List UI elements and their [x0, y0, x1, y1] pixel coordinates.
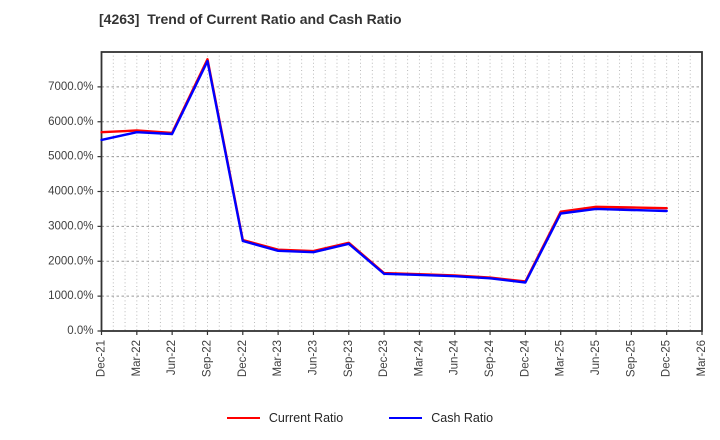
svg-text:Dec-21: Dec-21 [96, 340, 108, 377]
svg-text:1000.0%: 1000.0% [48, 290, 93, 302]
svg-text:Jun-23: Jun-23 [307, 340, 319, 375]
svg-text:Dec-24: Dec-24 [519, 339, 531, 377]
legend-label-cash-ratio: Cash Ratio [431, 411, 494, 425]
svg-text:Jun-22: Jun-22 [166, 340, 178, 375]
chart-title: [4263] Trend of Current Ratio and Cash R… [99, 11, 402, 27]
svg-text:Dec-25: Dec-25 [661, 340, 673, 377]
svg-text:Dec-23: Dec-23 [378, 340, 390, 377]
svg-text:Sep-25: Sep-25 [625, 340, 637, 377]
cash-ratio-line-swatch [389, 417, 423, 419]
current-ratio-line-swatch [226, 417, 260, 419]
svg-text:2000.0%: 2000.0% [48, 255, 93, 267]
chart-legend: Current Ratio Cash Ratio [0, 406, 720, 430]
legend-item-cash-ratio: Cash Ratio [389, 411, 493, 425]
svg-text:Sep-23: Sep-23 [343, 340, 355, 377]
svg-text:Mar-23: Mar-23 [272, 340, 284, 376]
svg-text:6000.0%: 6000.0% [48, 116, 93, 128]
svg-text:Mar-22: Mar-22 [131, 340, 143, 376]
svg-text:Dec-22: Dec-22 [237, 340, 249, 377]
svg-text:Mar-26: Mar-26 [696, 340, 708, 376]
svg-text:Jun-24: Jun-24 [449, 339, 461, 375]
svg-text:7000.0%: 7000.0% [48, 81, 93, 93]
svg-text:Sep-22: Sep-22 [201, 340, 213, 377]
legend-item-current-ratio: Current Ratio [226, 411, 344, 425]
svg-text:4000.0%: 4000.0% [48, 186, 93, 198]
svg-text:Sep-24: Sep-24 [484, 339, 496, 377]
svg-text:0.0%: 0.0% [67, 325, 93, 337]
svg-text:Jun-25: Jun-25 [590, 340, 602, 375]
svg-text:3000.0%: 3000.0% [48, 220, 93, 232]
svg-text:Mar-25: Mar-25 [555, 340, 567, 376]
svg-text:5000.0%: 5000.0% [48, 151, 93, 163]
svg-text:Mar-24: Mar-24 [413, 339, 425, 376]
legend-label-current-ratio: Current Ratio [268, 411, 344, 425]
